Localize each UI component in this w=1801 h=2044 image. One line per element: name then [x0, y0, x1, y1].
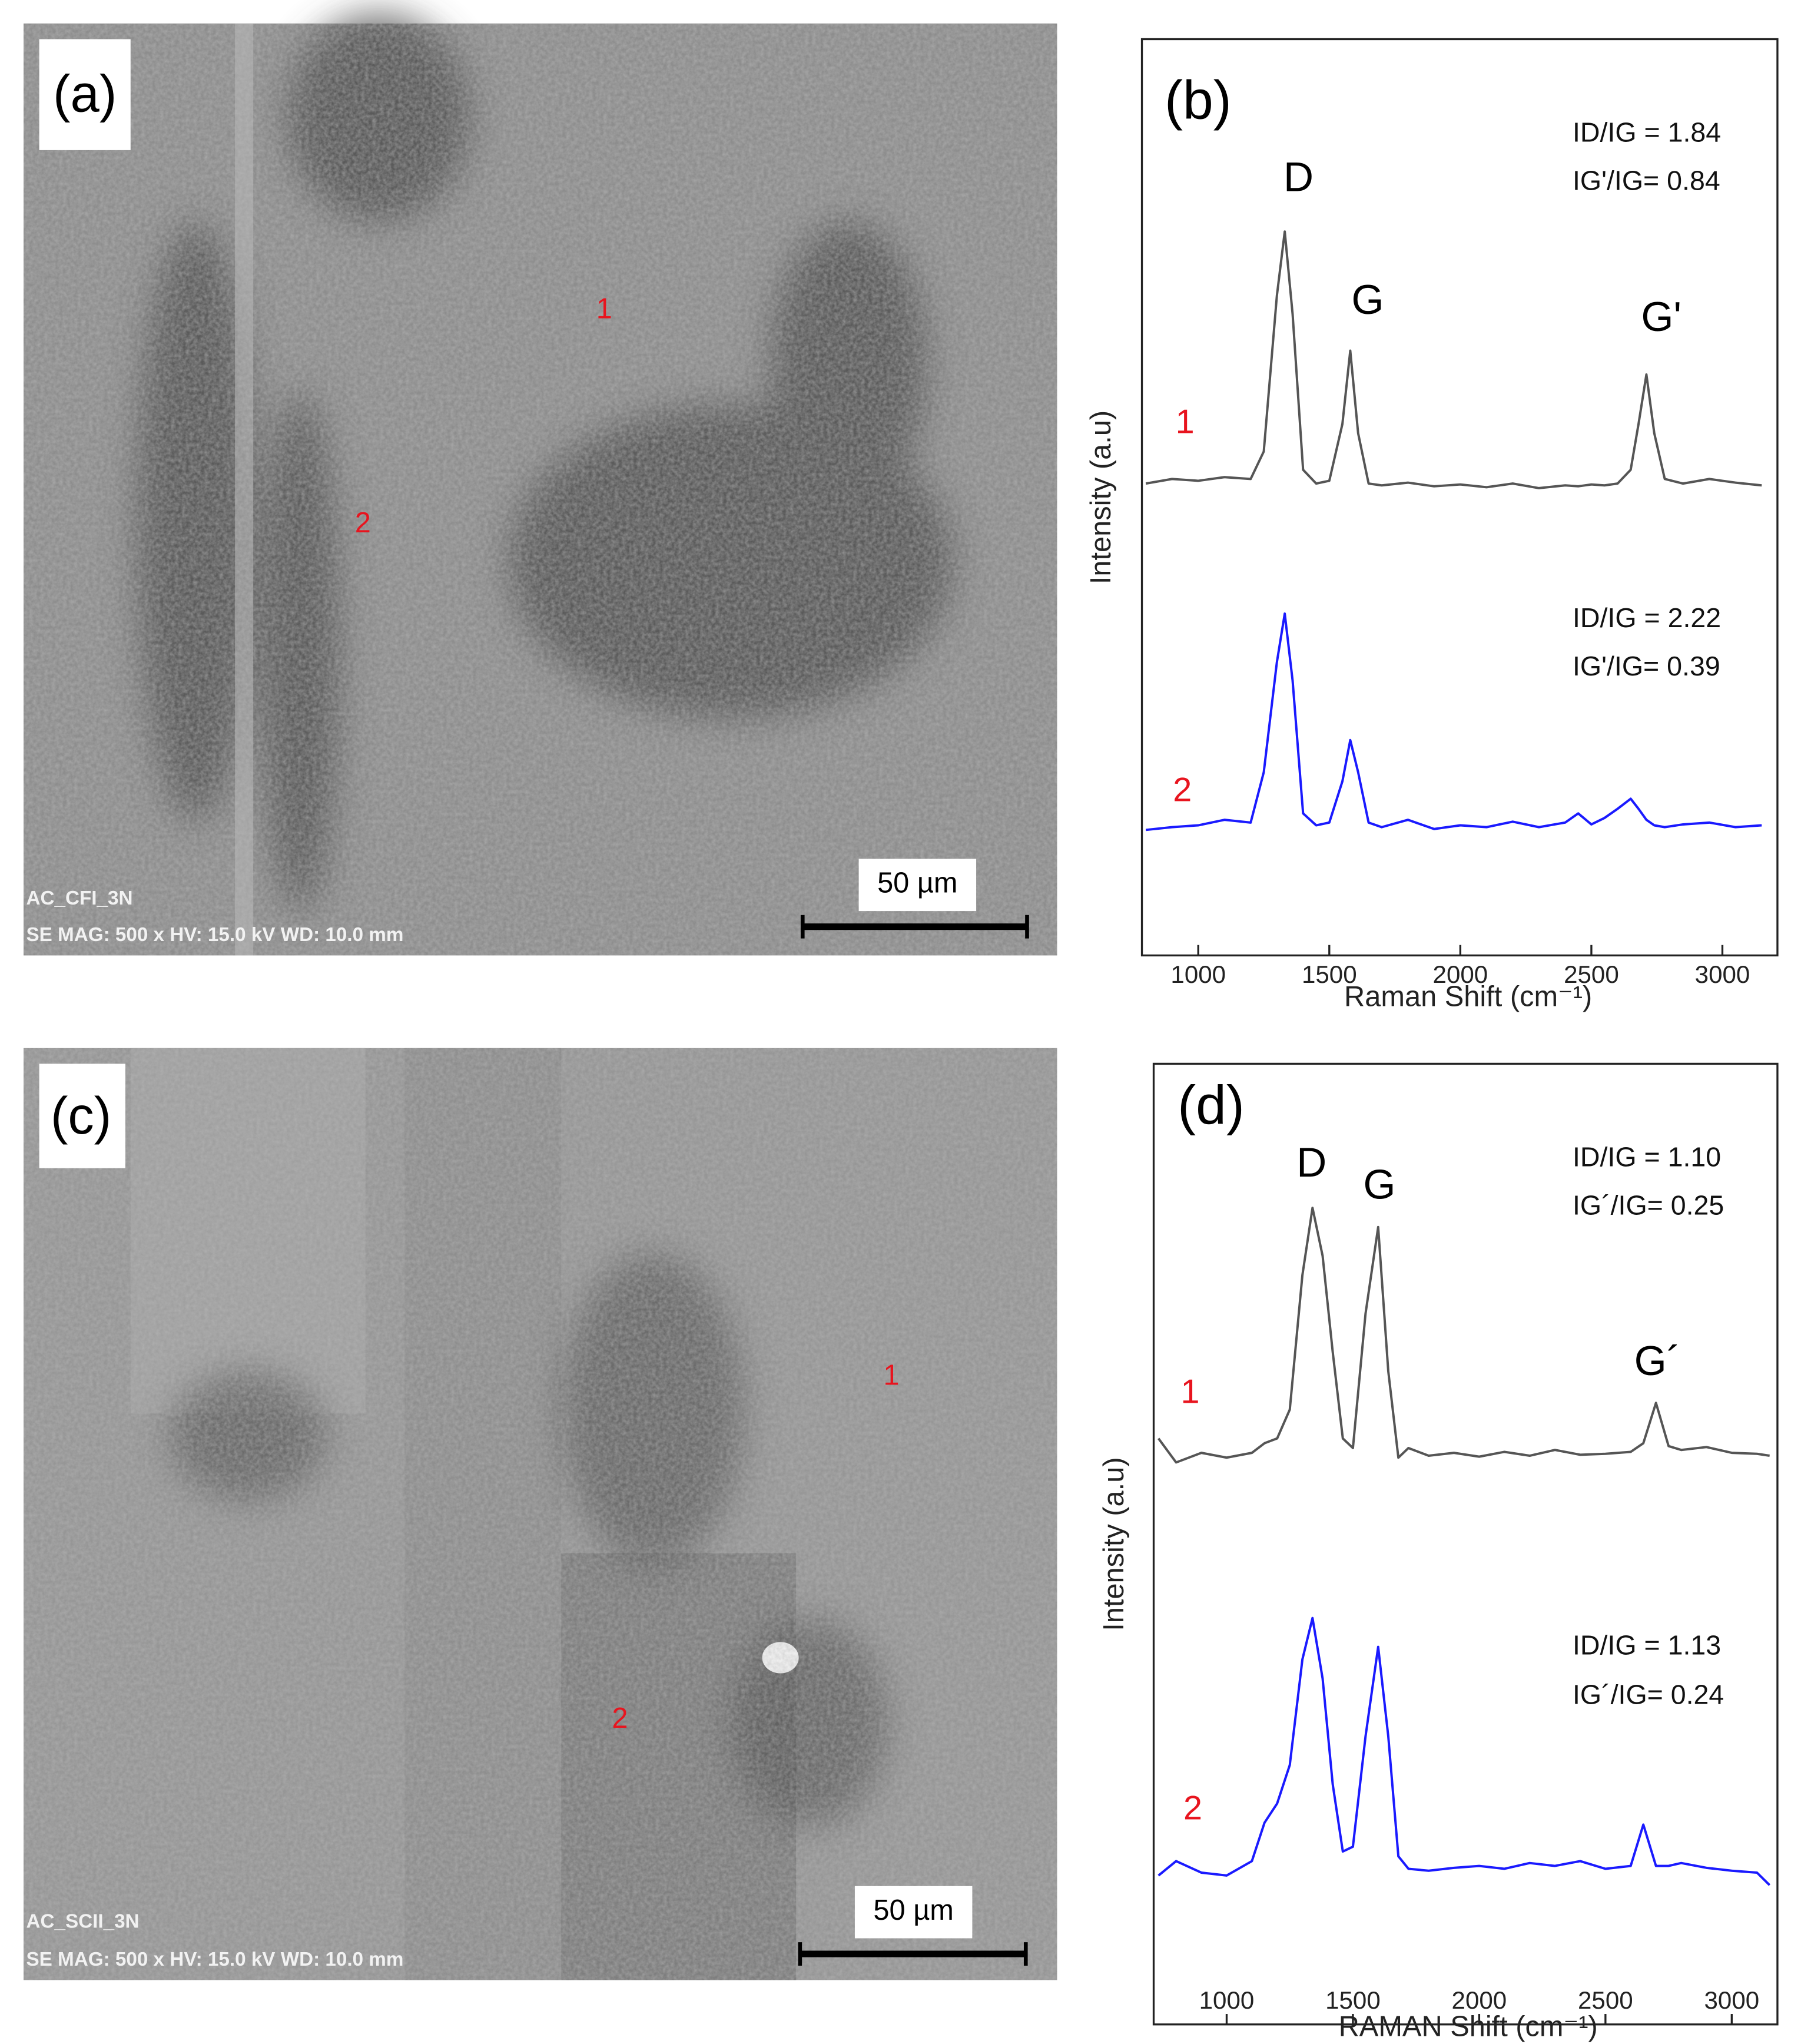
- peak-label: D: [1296, 1139, 1326, 1186]
- point-label: 1: [883, 1359, 899, 1391]
- x-tick-label: 2500: [1564, 960, 1619, 988]
- peak-label: G: [1351, 277, 1384, 323]
- peak-label: G: [1363, 1162, 1395, 1208]
- point-label: 2: [355, 507, 371, 539]
- peak-label: G': [1641, 294, 1681, 340]
- panel-label: (a): [53, 65, 117, 123]
- peak-label: G´: [1634, 1338, 1681, 1384]
- sem-image-c: [24, 1048, 1057, 1980]
- point-label: 2: [612, 1702, 628, 1734]
- y-axis-label: Intensity (a.u): [1085, 410, 1117, 584]
- sem-info: AC_SCII_3N: [26, 1911, 139, 1933]
- x-tick-label: 1000: [1170, 960, 1226, 988]
- spectrum-line: [1157, 1207, 1770, 1464]
- scale-bar-box: [858, 859, 977, 912]
- y-axis-label: Intensity (a.u): [1098, 1457, 1130, 1631]
- x-tick-label: 3000: [1695, 960, 1750, 988]
- point-label: 1: [596, 293, 612, 324]
- x-tick-label: 2500: [1578, 1986, 1633, 2014]
- panel-label: (d): [1178, 1075, 1245, 1136]
- ratio-label: IG´/IG= 0.25: [1573, 1190, 1724, 1221]
- x-tick-label: 1000: [1199, 1986, 1255, 2014]
- ratio-label: IG´/IG= 0.24: [1573, 1679, 1724, 1710]
- series-label: 2: [1183, 1789, 1202, 1827]
- ratio-label: ID/IG = 1.10: [1573, 1142, 1721, 1172]
- sem-info: SE MAG: 500 x HV: 15.0 kV WD: 10.0 mm: [26, 924, 403, 946]
- x-tick-label: 2000: [1433, 960, 1488, 988]
- scale-bar-label: 50 µm: [877, 867, 957, 899]
- sem-image-a: [24, 13, 1057, 956]
- ratio-label: ID/IG = 2.22: [1573, 602, 1721, 633]
- scale-bar-label: 50 µm: [873, 1894, 953, 1926]
- sem-info: SE MAG: 500 x HV: 15.0 kV WD: 10.0 mm: [26, 1949, 403, 1970]
- series-label: 1: [1176, 403, 1195, 441]
- x-axis-label: Raman Shift (cm⁻¹): [1344, 980, 1592, 1012]
- ratio-label: IG'/IG= 0.39: [1573, 651, 1720, 681]
- x-tick-label: 1500: [1325, 1986, 1381, 2014]
- spectrum-line: [1145, 230, 1762, 489]
- ratio-label: ID/IG = 1.84: [1573, 117, 1721, 148]
- panel-label: (b): [1165, 69, 1232, 131]
- ratio-label: ID/IG = 1.13: [1573, 1629, 1721, 1660]
- series-label: 2: [1173, 771, 1192, 809]
- x-tick-label: 3000: [1704, 1986, 1759, 2014]
- spectrum-line: [1157, 1616, 1771, 1886]
- series-label: 1: [1181, 1373, 1200, 1410]
- x-axis-label: RAMAN Shift (cm⁻¹): [1339, 2010, 1598, 2042]
- ratio-label: IG'/IG= 0.84: [1573, 165, 1720, 196]
- spectrum-line: [1146, 612, 1762, 831]
- plot-frame: [1152, 1062, 1779, 2026]
- panel-label: (c): [51, 1086, 111, 1145]
- peak-label: D: [1283, 154, 1314, 201]
- x-tick-label: 1500: [1302, 960, 1357, 988]
- sem-info: AC_CFI_3N: [26, 887, 132, 909]
- scale-bar-box: [854, 1886, 973, 1939]
- x-tick-label: 2000: [1452, 1986, 1507, 2014]
